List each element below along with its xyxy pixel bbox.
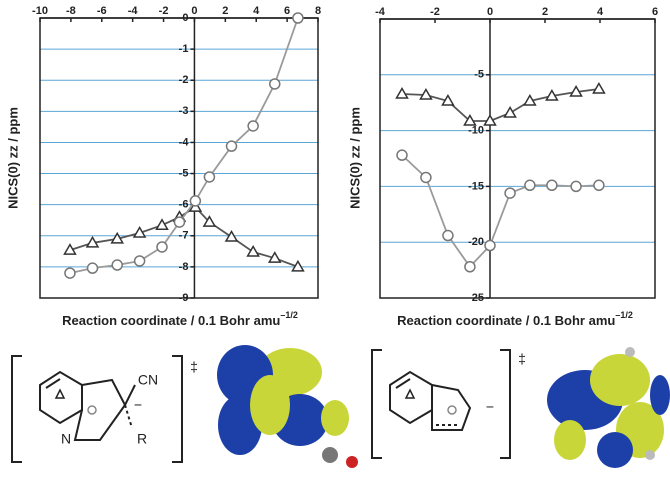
y-tick-label: -20 <box>468 236 484 248</box>
triangle-marker <box>419 88 433 100</box>
x-tick-label: -2 <box>430 6 440 18</box>
circle-marker <box>524 179 536 192</box>
triangle-marker <box>202 215 217 227</box>
triangle-marker <box>246 244 260 257</box>
y-tick-label: -5 <box>474 69 484 81</box>
triangle-marker <box>523 94 537 106</box>
y-tick-label: -1 <box>179 43 189 55</box>
charge-label: − <box>134 397 142 413</box>
x-axis-title-text: Reaction coordinate / 0.1 Bohr amu <box>397 313 615 328</box>
series-line <box>401 88 600 122</box>
structure-left <box>11 355 183 463</box>
y-axis-title: NICS(0) zz / ppm <box>5 107 20 209</box>
triangle-marker <box>63 243 77 255</box>
x-tick-label: -2 <box>159 5 169 17</box>
circle-marker <box>442 229 454 242</box>
circle-marker <box>269 78 281 90</box>
atom-label: CN <box>138 372 158 388</box>
circle-marker <box>64 267 76 279</box>
orbital-left <box>217 345 358 468</box>
x-axis-title-sup: –1/2 <box>615 310 633 320</box>
circle-marker <box>86 262 99 274</box>
y-tick-label: -15 <box>468 180 484 192</box>
triangle-marker <box>503 105 517 118</box>
circle-marker <box>546 179 558 192</box>
triangle-marker <box>224 230 239 242</box>
x-tick-label: 0 <box>487 6 493 18</box>
x-tick-label: 0 <box>191 5 197 17</box>
triangle-marker <box>291 259 305 272</box>
x-axis-title: Reaction coordinate / 0.1 Bohr amu–1/2 <box>397 310 633 328</box>
y-tick-label: -3 <box>179 105 189 117</box>
x-tick-label: -8 <box>66 5 76 17</box>
structure-right <box>371 349 511 459</box>
x-tick-label: 4 <box>253 5 260 17</box>
x-tick-label: 4 <box>597 6 604 18</box>
y-tick-label: -4 <box>179 136 190 148</box>
x-axis-title-sup: –1/2 <box>280 310 298 320</box>
circle-marker <box>484 239 496 252</box>
circle-marker <box>570 180 582 193</box>
triangle-marker <box>395 86 409 99</box>
ts-label: ‡ <box>190 359 198 375</box>
circle-marker <box>203 171 216 183</box>
y-tick-label: -10 <box>468 125 484 137</box>
orbital-right <box>547 347 670 468</box>
y-tick-label: -7 <box>179 230 189 242</box>
triangle-marker <box>85 235 100 248</box>
triangle-marker <box>545 89 559 101</box>
x-tick-label: 2 <box>542 6 548 18</box>
circle-marker <box>396 149 408 161</box>
plot-frame <box>379 18 656 299</box>
charge-label: − <box>486 399 494 415</box>
triangle-marker <box>483 114 497 126</box>
x-axis-title: Reaction coordinate / 0.1 Bohr amu–1/2 <box>62 310 298 328</box>
x-tick-label: -4 <box>375 6 386 18</box>
circle-marker <box>464 261 476 273</box>
triangle-marker <box>155 218 169 230</box>
circle-marker <box>420 171 432 184</box>
circle-marker <box>225 140 238 152</box>
triangle-marker <box>441 94 455 106</box>
x-tick-label: 6 <box>284 5 290 17</box>
circle-marker <box>292 12 304 24</box>
ts-label: ‡ <box>518 351 526 367</box>
atom-label: N <box>61 431 71 447</box>
x-tick-label: -4 <box>128 5 139 17</box>
x-tick-label: 8 <box>315 5 321 17</box>
triangle-marker <box>110 231 125 244</box>
x-tick-label: 6 <box>652 6 658 18</box>
triangle-marker <box>569 84 583 97</box>
circle-marker <box>173 216 186 228</box>
circle-marker <box>133 255 146 267</box>
triangle-marker <box>592 81 606 94</box>
circle-marker <box>111 259 123 271</box>
y-tick-label: -2 <box>179 74 189 86</box>
triangle-marker <box>267 251 282 263</box>
triangle-marker <box>132 225 147 238</box>
y-tick-label: -8 <box>179 261 189 273</box>
circle-marker <box>156 241 168 253</box>
circle-marker <box>189 195 202 207</box>
circle-marker <box>593 179 605 192</box>
triangle-marker <box>463 114 477 126</box>
circle-marker <box>504 187 516 199</box>
x-axis-title-text: Reaction coordinate / 0.1 Bohr amu <box>62 313 280 328</box>
x-tick-label: -6 <box>97 5 107 17</box>
y-axis-title: NICS(0) zz / ppm <box>347 107 362 209</box>
y-tick-label: -5 <box>179 167 189 179</box>
series-line <box>401 154 599 269</box>
x-tick-label: -10 <box>32 5 48 17</box>
circle-marker <box>247 120 259 132</box>
atom-label: R <box>137 431 147 447</box>
y-tick-label: -6 <box>179 199 189 211</box>
x-tick-label: 2 <box>222 5 228 17</box>
